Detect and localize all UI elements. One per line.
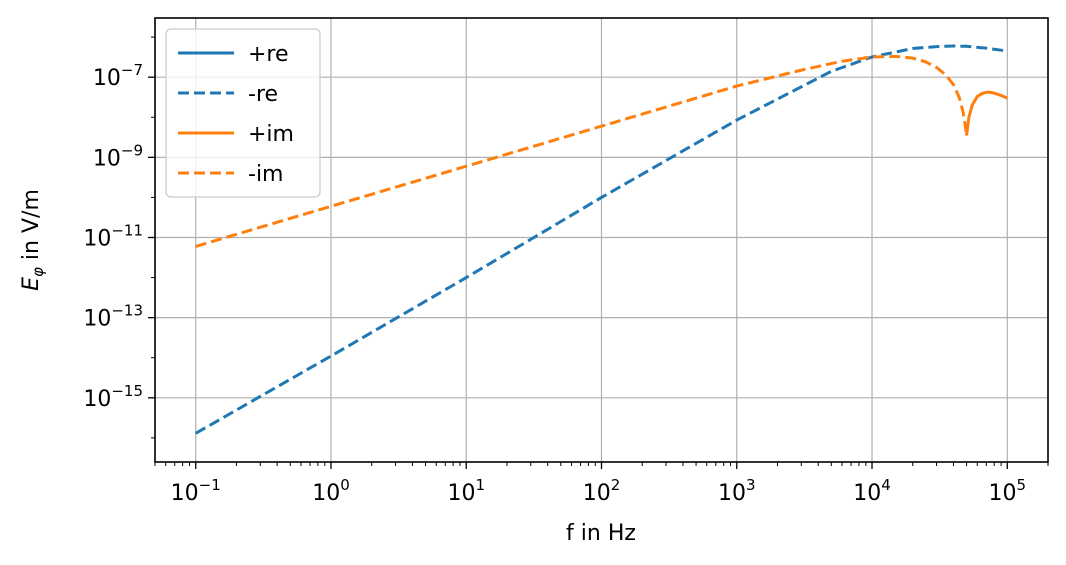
x-tick-label: 101 bbox=[447, 476, 485, 506]
legend-box bbox=[165, 28, 321, 198]
x-tick-label-exponent: 2 bbox=[611, 476, 621, 494]
y-tick-label: 10−11 bbox=[83, 221, 143, 251]
y-tick-label-exponent: −13 bbox=[111, 302, 143, 320]
y-tick-label: 10−9 bbox=[93, 141, 143, 171]
legend: +re -re +im -im bbox=[165, 28, 321, 198]
x-tick-label-exponent: 4 bbox=[881, 476, 891, 494]
series-line-re bbox=[194, 44, 1008, 435]
legend-label: +im bbox=[248, 122, 294, 147]
x-tick-label-base: 10 bbox=[447, 481, 475, 506]
y-tick-label: 10−13 bbox=[83, 302, 143, 332]
x-tick-label: 104 bbox=[853, 476, 891, 506]
y-axis-label: Eφ in V/m bbox=[19, 189, 47, 291]
x-tick-label-base: 10 bbox=[312, 481, 340, 506]
x-tick-label-base: 10 bbox=[583, 481, 611, 506]
series-line-im bbox=[965, 90, 1009, 136]
y-tick-label-exponent: −7 bbox=[121, 61, 143, 79]
y-axis-label-symbol: E bbox=[19, 277, 44, 291]
y-tick-label: 10−7 bbox=[93, 61, 143, 91]
x-tick-label: 105 bbox=[989, 476, 1027, 506]
y-tick-label-base: 10 bbox=[83, 226, 111, 251]
x-tick-label: 10−1 bbox=[171, 476, 221, 506]
series-line-im bbox=[195, 54, 969, 248]
y-tick-label-exponent: −9 bbox=[121, 141, 143, 159]
y-tick-label-base: 10 bbox=[93, 146, 121, 171]
x-tick-label-exponent: 0 bbox=[340, 476, 350, 494]
x-tick-label: 102 bbox=[583, 476, 621, 506]
x-tick-label-exponent: −1 bbox=[199, 476, 221, 494]
legend-label: -re bbox=[248, 82, 278, 107]
x-tick-label-exponent: 5 bbox=[1017, 476, 1027, 494]
y-tick-label-base: 10 bbox=[83, 307, 111, 332]
y-tick-label-exponent: −15 bbox=[111, 382, 143, 400]
x-tick-label: 100 bbox=[312, 476, 350, 506]
legend-label: -im bbox=[248, 162, 283, 187]
y-tick-label: 10−15 bbox=[83, 382, 143, 412]
y-axis-label-unit: in V/m bbox=[19, 189, 44, 267]
x-tick-label: 103 bbox=[718, 476, 756, 506]
x-tick-label-base: 10 bbox=[853, 481, 881, 506]
x-tick-label-exponent: 1 bbox=[475, 476, 485, 494]
x-tick-label-exponent: 3 bbox=[746, 476, 756, 494]
legend-label: +re bbox=[248, 42, 289, 67]
y-axis-label-subscript: φ bbox=[29, 267, 47, 277]
y-tick-label-exponent: −11 bbox=[111, 221, 143, 239]
x-axis-label: f in Hz bbox=[566, 521, 636, 546]
y-tick-label-base: 10 bbox=[83, 387, 111, 412]
x-tick-label-base: 10 bbox=[718, 481, 746, 506]
y-tick-label-base: 10 bbox=[93, 66, 121, 91]
x-tick-label-base: 10 bbox=[171, 481, 199, 506]
ticks: 10−1 100 101 102 103 104 10510−1510−1310−1110−… bbox=[83, 36, 1049, 506]
series-layer bbox=[194, 44, 1009, 435]
x-tick-label-base: 10 bbox=[989, 481, 1017, 506]
